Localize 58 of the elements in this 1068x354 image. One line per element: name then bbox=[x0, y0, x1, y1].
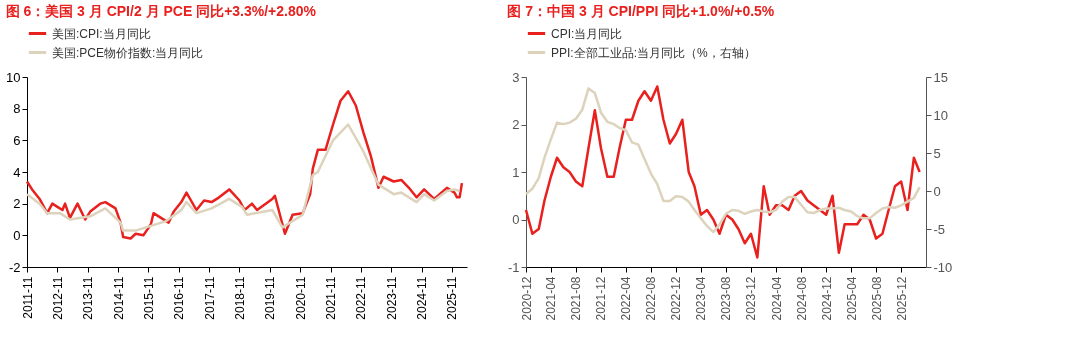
y2-tick-label: -10 bbox=[933, 259, 953, 275]
line-series bbox=[25, 123, 461, 232]
x-tick-label: 2021-08 bbox=[569, 276, 584, 321]
y-tick-label: 0 bbox=[13, 227, 21, 243]
x-tick-label: 2024-11 bbox=[415, 276, 430, 320]
chart-title: 图 7：中国 3 月 CPI/PPI 同比+1.0%/+0.5% bbox=[507, 3, 775, 19]
y2-tick-label: 5 bbox=[933, 145, 941, 161]
x-tick-label: 2021-12 bbox=[594, 276, 609, 321]
x-tick-label: 2023-04 bbox=[694, 276, 709, 321]
chart-title: 图 6：美国 3 月 CPI/2 月 PCE 同比+3.3%/+2.80% bbox=[5, 3, 317, 19]
legend-label: PPI:全部工业品:当月同比（%，右轴） bbox=[551, 45, 756, 60]
y2-tick-label: 10 bbox=[933, 107, 948, 123]
y-tick-label: 4 bbox=[13, 164, 21, 180]
legend-label: 美国:CPI:当月同比 bbox=[52, 26, 151, 41]
x-tick-label: 2025-11 bbox=[445, 276, 460, 320]
y2-tick-label: 15 bbox=[933, 69, 948, 85]
x-tick-label: 2024-04 bbox=[769, 276, 784, 321]
x-tick-label: 2023-08 bbox=[719, 276, 734, 321]
line-series bbox=[524, 85, 921, 259]
x-tick-label: 2016-11 bbox=[172, 276, 187, 320]
x-tick-label: 2021-11 bbox=[324, 276, 339, 320]
y-tick-label: 10 bbox=[6, 69, 21, 85]
y-tick-label: 3 bbox=[512, 69, 520, 85]
y-tick-label: 2 bbox=[512, 117, 520, 132]
y-tick-label: 0 bbox=[512, 212, 520, 227]
x-tick-label: 2025-04 bbox=[844, 276, 859, 321]
line-series bbox=[524, 87, 921, 234]
x-tick-label: 2022-08 bbox=[644, 276, 659, 321]
x-tick-label: 2020-12 bbox=[519, 276, 534, 321]
y-tick-label: 8 bbox=[13, 101, 21, 117]
x-tick-label: 2017-11 bbox=[202, 276, 217, 320]
y-tick-label: 6 bbox=[13, 132, 21, 148]
x-tick-label: 2025-08 bbox=[869, 276, 884, 321]
x-tick-label: 2023-12 bbox=[744, 276, 759, 321]
x-tick-label: 2022-12 bbox=[669, 276, 684, 321]
x-tick-label: 2019-11 bbox=[263, 276, 278, 320]
y-tick-label: 2 bbox=[13, 196, 21, 212]
legend-label: 美国:PCE物价指数:当月同比 bbox=[52, 45, 204, 60]
x-tick-label: 2022-11 bbox=[354, 276, 369, 320]
x-tick-label: 2018-11 bbox=[232, 276, 247, 320]
y2-tick-label: 0 bbox=[933, 183, 941, 199]
x-tick-label: 2024-08 bbox=[794, 276, 809, 321]
x-tick-label: 2024-12 bbox=[819, 276, 834, 321]
x-tick-label: 2015-11 bbox=[141, 276, 156, 320]
x-tick-label: 2013-11 bbox=[81, 276, 96, 320]
y2-tick-label: -5 bbox=[933, 221, 946, 237]
x-tick-label: 2020-11 bbox=[293, 276, 308, 320]
y-tick-label: 1 bbox=[512, 164, 520, 180]
y-tick-label: -1 bbox=[507, 259, 520, 275]
x-tick-label: 2014-11 bbox=[111, 276, 126, 320]
x-tick-label: 2021-04 bbox=[544, 276, 559, 321]
x-tick-label: 2011-11 bbox=[20, 276, 35, 319]
y-tick-label: -2 bbox=[8, 259, 21, 275]
legend-label: CPI:当月同比 bbox=[551, 26, 623, 41]
x-tick-label: 2023-11 bbox=[384, 276, 399, 320]
x-tick-label: 2022-04 bbox=[619, 276, 634, 321]
x-tick-label: 2012-11 bbox=[50, 276, 65, 320]
x-tick-label: 2025-12 bbox=[894, 276, 909, 321]
